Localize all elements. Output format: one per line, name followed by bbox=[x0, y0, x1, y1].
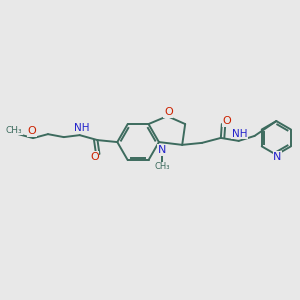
Text: CH₃: CH₃ bbox=[154, 162, 170, 171]
Text: NH: NH bbox=[74, 123, 89, 133]
Text: O: O bbox=[222, 116, 231, 126]
Text: O: O bbox=[164, 107, 173, 117]
Text: N: N bbox=[273, 152, 281, 162]
Text: N: N bbox=[158, 145, 166, 155]
Text: O: O bbox=[90, 152, 99, 162]
Text: CH₃: CH₃ bbox=[6, 126, 22, 135]
Text: O: O bbox=[28, 126, 37, 136]
Text: NH: NH bbox=[232, 129, 248, 139]
